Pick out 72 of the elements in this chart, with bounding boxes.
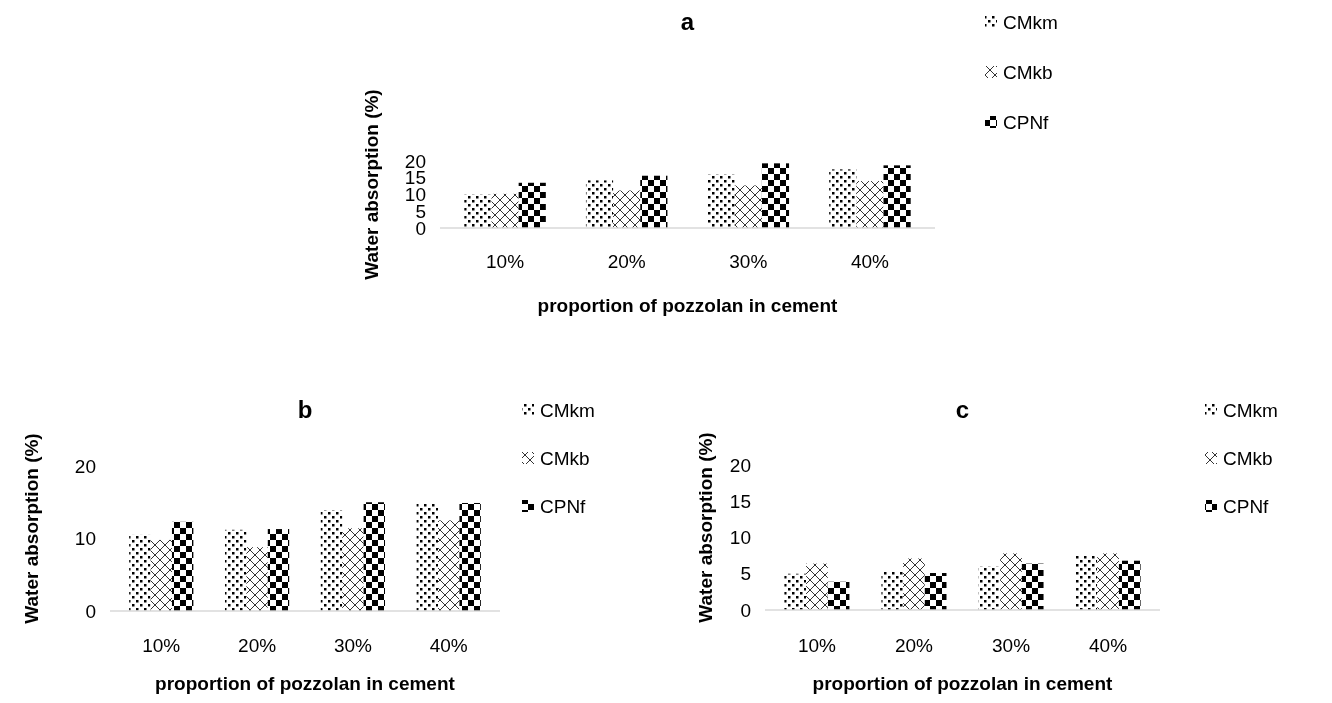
bar: [1000, 553, 1022, 610]
x-tick-label: 30%: [992, 635, 1031, 656]
bar: [246, 547, 268, 611]
y-tick-label: 10: [729, 527, 751, 549]
bar: [438, 520, 460, 611]
bar: [459, 502, 481, 611]
bar: [903, 558, 925, 610]
bar: [267, 529, 290, 611]
x-tick-label: 20%: [238, 635, 277, 656]
legend-label: CPNf: [1003, 111, 1050, 133]
y-tick-label: 20: [729, 454, 751, 476]
x-axis-title: proportion of pozzolan in cement: [155, 673, 456, 694]
x-tick-label: 40%: [429, 635, 468, 656]
bar: [707, 174, 735, 228]
bar: [856, 181, 884, 228]
bar: [881, 571, 904, 610]
bar: [363, 502, 386, 611]
bar: [734, 185, 762, 228]
x-tick-label: 30%: [729, 251, 768, 272]
x-tick-label: 40%: [1089, 635, 1128, 656]
bar: [883, 165, 911, 228]
x-tick-label: 10%: [142, 635, 181, 656]
y-axis-title: Water absorption (%): [695, 432, 716, 623]
y-tick-label: 20: [74, 455, 96, 477]
bar: [585, 180, 614, 228]
bar: [518, 182, 546, 228]
x-tick-label: 20%: [607, 251, 646, 272]
bar: [320, 510, 343, 611]
y-axis-title: Water absorption (%): [21, 433, 42, 624]
bar: [464, 194, 492, 228]
bar: [784, 573, 807, 610]
x-axis-title: proportion of pozzolan in cement: [812, 673, 1114, 694]
y-tick-label: 5: [740, 563, 751, 585]
bar: [924, 573, 947, 610]
chart-title: b: [297, 396, 313, 423]
bar: [806, 563, 828, 610]
x-tick-label: 40%: [850, 251, 890, 272]
bar: [613, 190, 641, 228]
y-tick-label: 0: [740, 599, 751, 621]
x-axis-title: proportion of pozzolan in cement: [537, 295, 839, 316]
bar: [1097, 553, 1119, 610]
legend-label: CMkm: [540, 399, 595, 421]
legend-label: CMkb: [1003, 61, 1053, 83]
bar: [224, 529, 247, 611]
bar: [342, 528, 364, 611]
chart-title: a: [680, 8, 695, 35]
legend-label: CMkm: [1003, 11, 1058, 33]
bar: [1118, 560, 1141, 610]
y-tick-label: 10: [74, 528, 96, 550]
x-tick-label: 20%: [894, 635, 934, 656]
chart-title: c: [955, 396, 970, 423]
x-tick-label: 30%: [333, 635, 373, 656]
bar: [491, 193, 519, 228]
legend-label: CMkb: [1223, 447, 1273, 469]
legend-label: CMkm: [1223, 399, 1278, 421]
legend-label: CPNf: [1223, 495, 1270, 517]
bar: [829, 169, 857, 228]
legend-label: CPNf: [540, 495, 587, 517]
bar: [129, 534, 151, 611]
bar: [827, 581, 850, 610]
y-tick-label: 15: [729, 490, 751, 512]
y-tick-label: 0: [85, 600, 96, 622]
bar: [150, 539, 172, 611]
x-tick-label: 10%: [486, 251, 525, 272]
bar: [640, 175, 668, 228]
y-axis-title: Water absorption (%): [361, 89, 382, 280]
bar: [1021, 563, 1044, 610]
bar: [978, 566, 1001, 610]
x-tick-label: 10%: [797, 635, 837, 656]
bar: [761, 163, 790, 228]
legend-label: CMkb: [540, 447, 590, 469]
bar: [171, 521, 194, 611]
